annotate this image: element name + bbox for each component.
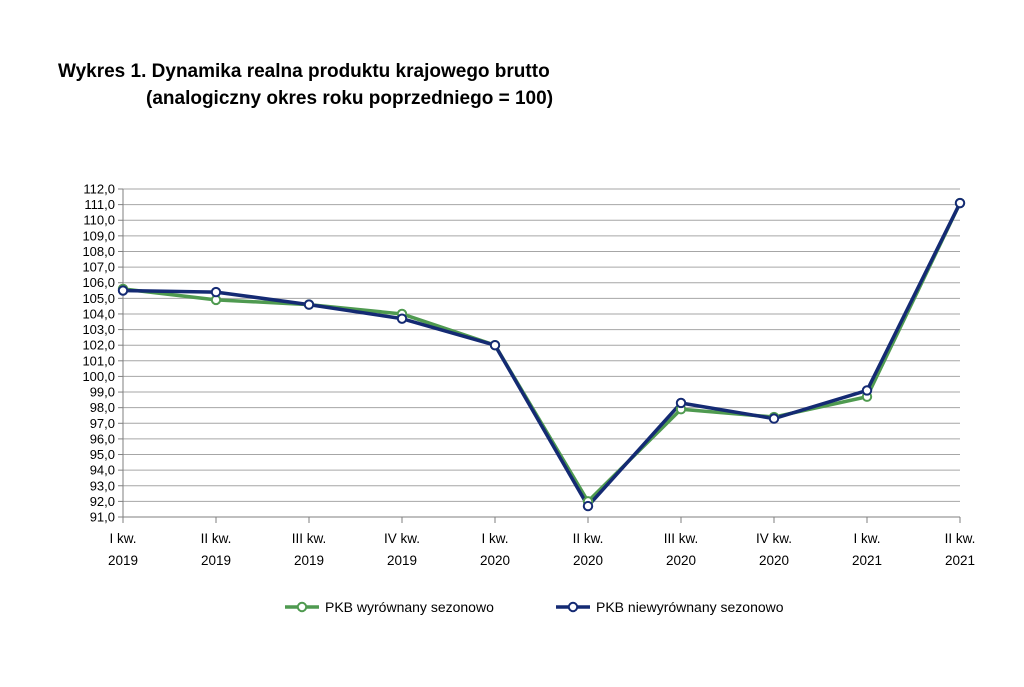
x-tick-label: 2019 (294, 553, 324, 568)
x-tick-label: I kw. (109, 531, 136, 546)
series-2-point (768, 413, 780, 424)
series-2-point (303, 299, 315, 310)
series-line-1 (121, 201, 962, 504)
y-tick-label: 107,0 (82, 260, 115, 275)
legend-label: PKB niewyrównany sezonowo (596, 599, 784, 615)
chart-title: Wykres 1. Dynamika realna produktu krajo… (58, 58, 553, 112)
legend-swatch-marker (567, 601, 579, 613)
legend-swatch-marker (296, 601, 308, 613)
y-tick-label: 96,0 (90, 431, 115, 446)
series-2-point (117, 285, 129, 296)
y-tick-label: 102,0 (82, 338, 115, 353)
x-tick-label: II kw. (945, 531, 976, 546)
y-tick-label: 93,0 (90, 478, 115, 493)
x-tick-label: 2021 (852, 553, 882, 568)
series-2-point (582, 500, 594, 512)
x-tick-label: 2020 (759, 553, 789, 568)
series-line-2 (121, 201, 962, 508)
y-tick-label: 103,0 (82, 322, 115, 337)
x-tick-label: IV kw. (756, 531, 792, 546)
legend-label: PKB wyrównany sezonowo (325, 599, 494, 615)
x-tick-label: 2021 (945, 553, 975, 568)
y-tick-label: 98,0 (90, 400, 115, 415)
series-2-point (489, 339, 501, 351)
y-tick-label: 94,0 (90, 463, 115, 478)
chart-title-line2: (analogiczny okres roku poprzedniego = 1… (146, 88, 554, 109)
x-tick-label: IV kw. (384, 531, 420, 546)
x-tick-label: 2020 (480, 553, 510, 568)
series-2-point (954, 197, 966, 209)
y-tick-label: 109,0 (82, 228, 115, 243)
y-tick-label: 108,0 (82, 244, 115, 259)
chart-title-line1: Wykres 1. Dynamika realna produktu krajo… (58, 61, 550, 82)
y-tick-label: 111,0 (84, 197, 115, 212)
x-tick-label: 2019 (387, 553, 417, 568)
x-tick-label: III kw. (292, 531, 327, 546)
y-tick-label: 91,0 (90, 510, 115, 525)
x-tick-label: I kw. (481, 531, 508, 546)
series-2-point (210, 286, 222, 298)
x-tick-label: I kw. (853, 531, 880, 546)
y-tick-label: 104,0 (82, 306, 115, 321)
y-tick-label: 106,0 (82, 275, 115, 290)
x-tick-label: II kw. (201, 531, 232, 546)
y-tick-label: 101,0 (82, 353, 115, 368)
series-2-point (675, 397, 687, 409)
y-tick-label: 105,0 (82, 291, 115, 306)
y-tick-label: 100,0 (82, 369, 115, 384)
y-tick-label: 110,0 (83, 213, 115, 228)
x-tick-label: 2019 (201, 553, 231, 568)
y-tick-label: 92,0 (90, 494, 115, 509)
x-tick-label: 2020 (666, 553, 696, 568)
y-tick-label: 112,0 (83, 182, 115, 197)
x-tick-label: 2020 (573, 553, 603, 568)
y-tick-label: 95,0 (90, 447, 115, 462)
y-tick-label: 99,0 (90, 385, 115, 400)
x-tick-label: III kw. (664, 531, 699, 546)
x-tick-label: II kw. (573, 531, 604, 546)
series-2-point (861, 385, 873, 396)
y-tick-label: 97,0 (90, 416, 115, 431)
x-tick-label: 2019 (108, 553, 138, 568)
series-2-point (396, 313, 408, 324)
